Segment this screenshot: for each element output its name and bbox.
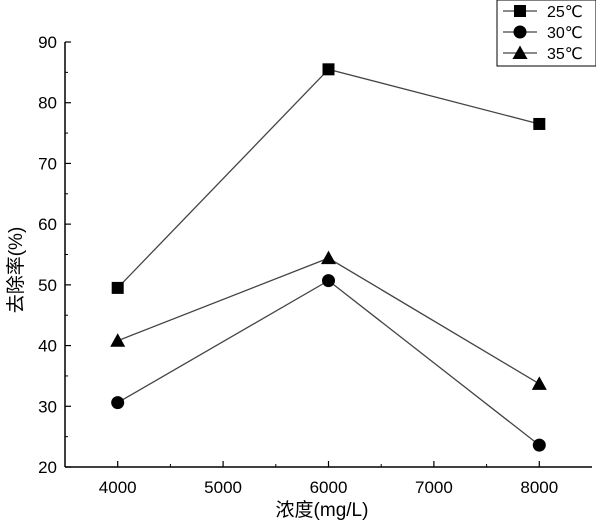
x-axis-label: 浓度(mg/L) [276, 499, 369, 521]
series-1 [111, 63, 546, 294]
data-point-square [111, 281, 124, 294]
y-tick-label: 60 [38, 215, 57, 234]
y-tick-label: 30 [38, 397, 57, 416]
y-tick-label: 20 [38, 458, 57, 477]
x-tick-label: 4000 [99, 478, 137, 497]
series-2 [111, 274, 546, 452]
data-point-triangle [321, 250, 336, 265]
y-axis-label: 去除率(%) [5, 227, 27, 314]
x-tick-label: 6000 [310, 478, 348, 497]
legend-item: 25℃ [503, 4, 583, 21]
y-tick-label: 80 [38, 94, 57, 113]
axes: 20 30 40 50 60 70 80 90 4000 5000 6000 7000 8000 [38, 33, 592, 497]
legend-item: 35℃ [503, 45, 583, 63]
y-tick-label: 90 [38, 33, 57, 52]
x-tick-label: 5000 [204, 478, 242, 497]
data-point-triangle [110, 333, 126, 347]
legend-label: 30℃ [547, 25, 583, 42]
data-point-circle [111, 396, 125, 410]
data-point-circle [532, 438, 546, 452]
x-tick-label: 7000 [415, 478, 453, 497]
data-point-square [322, 63, 335, 76]
data-point-circle [322, 274, 335, 288]
x-tick-label: 8000 [520, 478, 558, 497]
legend: 25℃ 30℃ 35℃ [496, 0, 596, 67]
legend-label: 35℃ [547, 46, 583, 63]
series-line [117, 279, 540, 446]
y-tick-label: 70 [38, 154, 57, 173]
data-point-square [533, 117, 546, 130]
y-tick-label: 40 [38, 337, 57, 356]
legend-marker-square [514, 5, 526, 17]
legend-marker-triangle [512, 45, 528, 59]
series-3 [110, 250, 547, 390]
legend-item: 30℃ [503, 25, 583, 42]
data-point-triangle [531, 376, 547, 390]
legend-label: 25℃ [547, 4, 583, 21]
legend-marker-circle [513, 25, 527, 39]
y-tick-label: 50 [38, 276, 57, 295]
series-group [110, 63, 547, 452]
